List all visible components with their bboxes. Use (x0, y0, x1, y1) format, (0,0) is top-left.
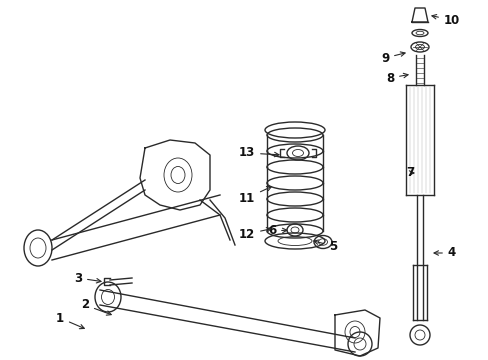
Text: 11: 11 (238, 186, 271, 204)
Text: 3: 3 (74, 271, 101, 284)
Text: 2: 2 (81, 298, 111, 315)
Text: 6: 6 (267, 225, 286, 238)
Text: 1: 1 (56, 311, 84, 329)
Text: 4: 4 (433, 247, 455, 260)
Text: 8: 8 (385, 72, 407, 85)
Text: 10: 10 (431, 13, 459, 27)
Text: 5: 5 (313, 239, 336, 252)
Text: 7: 7 (405, 166, 413, 180)
Text: 13: 13 (238, 147, 279, 159)
Text: 9: 9 (380, 51, 404, 64)
Text: 12: 12 (238, 228, 270, 240)
